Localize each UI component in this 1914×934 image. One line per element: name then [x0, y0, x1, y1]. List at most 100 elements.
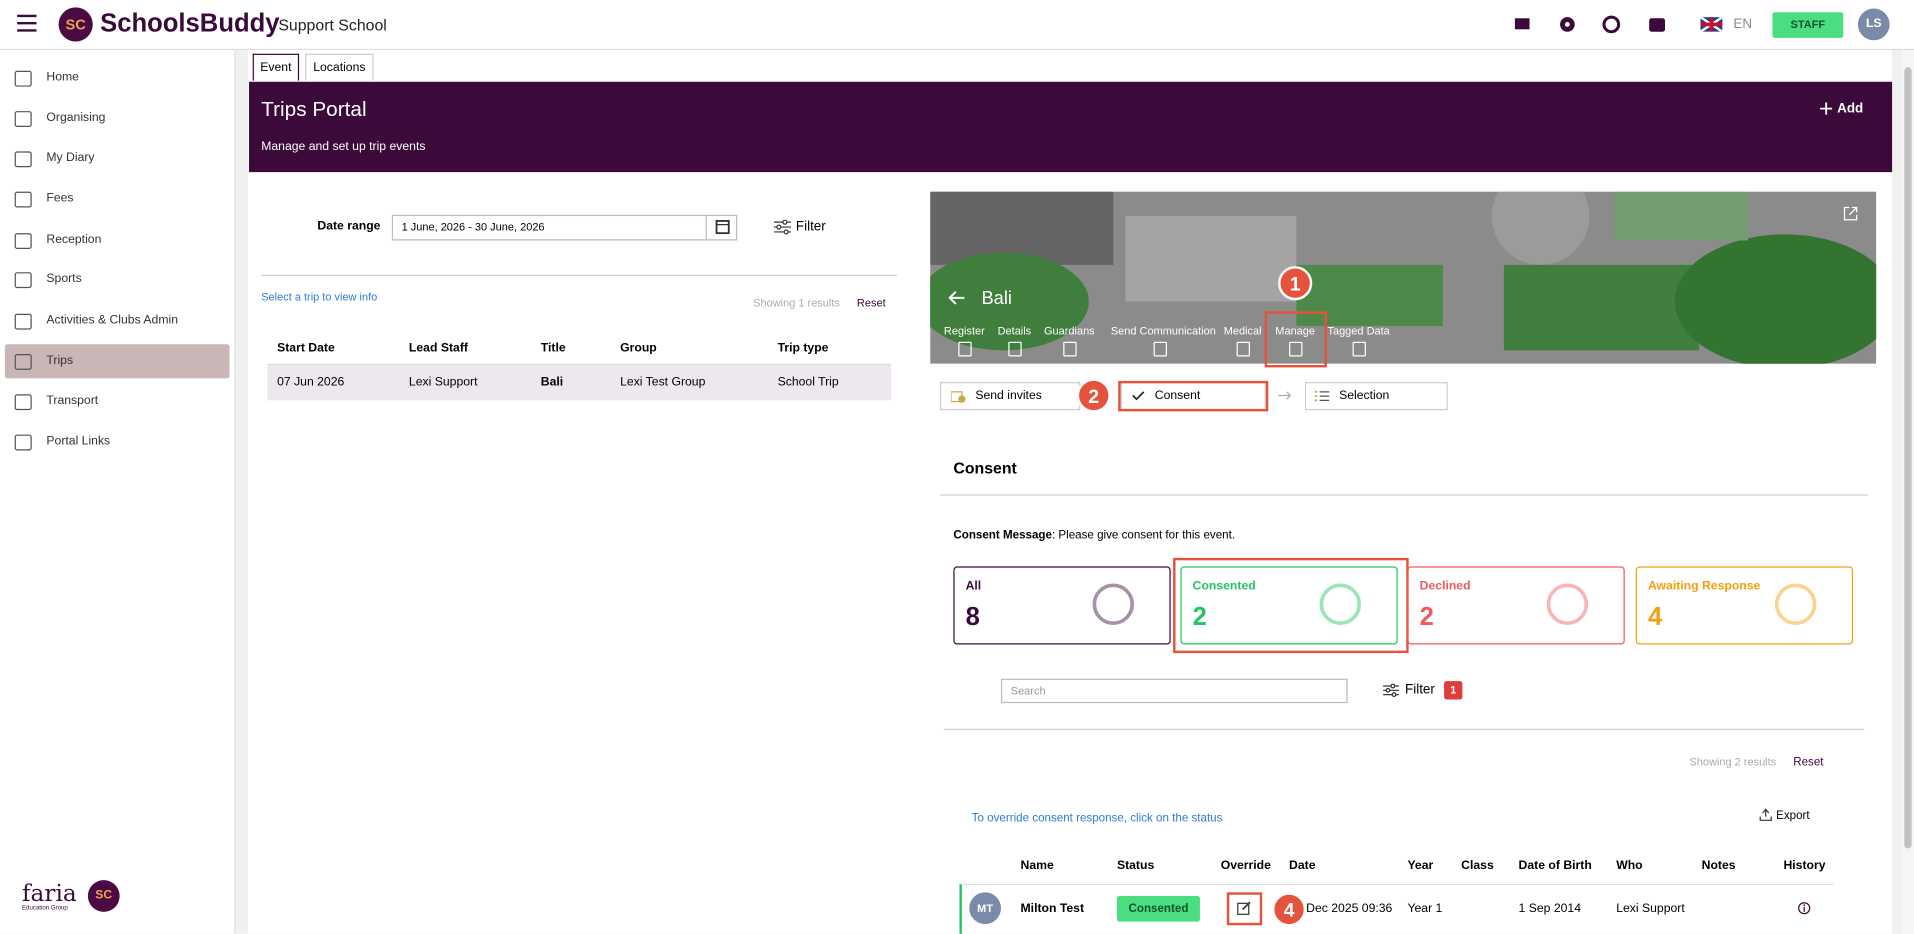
message: : Please give consent for this event.: [1051, 528, 1236, 542]
column-header[interactable]: Date of Birth: [1518, 859, 1592, 873]
column-header[interactable]: History: [1783, 859, 1826, 873]
card-count: 8: [965, 603, 980, 632]
filter-button[interactable]: Filter: [795, 219, 826, 235]
language[interactable]: EN: [1733, 17, 1753, 32]
nav-icon[interactable]: [14, 434, 32, 451]
history-icon[interactable]: [1797, 901, 1812, 916]
status-card[interactable]: [953, 566, 1171, 645]
menu-icon[interactable]: [17, 14, 37, 32]
open-icon[interactable]: [1842, 205, 1859, 222]
date-range-label: Date range: [317, 219, 381, 234]
step-label[interactable]: Selection: [1339, 389, 1390, 403]
tab-icon: [958, 341, 972, 357]
column-header[interactable]: Name: [1020, 859, 1054, 873]
nav-item[interactable]: Organising: [46, 111, 106, 125]
header-icons[interactable]: [1511, 15, 1670, 35]
divider: [939, 494, 1868, 496]
cell: Dec 2025 09:36: [1306, 902, 1393, 916]
column-header[interactable]: Class: [1461, 859, 1494, 873]
add-button[interactable]: Add: [1837, 101, 1864, 116]
edit-icon[interactable]: [1237, 901, 1252, 916]
card-label: Consented: [1192, 579, 1256, 594]
date-input[interactable]: 1 June, 2026 - 30 June, 2026: [391, 214, 738, 241]
trip-tab[interactable]: Tagged Data: [1327, 324, 1390, 337]
filter-icon[interactable]: [1383, 683, 1399, 698]
nav-icon[interactable]: [14, 233, 32, 250]
status-badge[interactable]: Consented: [1116, 895, 1200, 922]
nav-item[interactable]: Sports: [46, 272, 82, 286]
nav-icon[interactable]: [14, 111, 32, 127]
scrollbar: [1901, 50, 1914, 934]
trip-tab[interactable]: Medical: [1223, 324, 1262, 337]
nav-item[interactable]: Transport: [46, 394, 99, 408]
calendar-icon[interactable]: [705, 214, 739, 241]
column-header[interactable]: Status: [1116, 859, 1155, 873]
search-input[interactable]: Search: [1000, 678, 1348, 704]
callout: 2: [1076, 378, 1111, 413]
results-count: Showing 2 results: [1689, 755, 1777, 768]
column-header[interactable]: Who: [1616, 859, 1643, 873]
table-row[interactable]: [267, 364, 892, 401]
reset-button[interactable]: Reset: [856, 296, 886, 309]
cell: Bali: [540, 375, 564, 390]
trip-tab[interactable]: Guardians: [1043, 324, 1095, 337]
status-card[interactable]: [1407, 566, 1625, 645]
callout: 1: [1278, 266, 1313, 301]
nav-item[interactable]: My Diary: [46, 151, 95, 165]
nav-item[interactable]: Fees: [46, 191, 74, 206]
trip-tab[interactable]: Manage: [1275, 324, 1316, 337]
nav-icon[interactable]: [14, 151, 32, 168]
export-button[interactable]: Export: [1776, 809, 1810, 823]
step-label[interactable]: Send invites: [975, 389, 1042, 403]
plus-icon[interactable]: [1820, 102, 1833, 115]
nav-item[interactable]: Reception: [46, 233, 102, 247]
role-button[interactable]: STAFF: [1772, 12, 1844, 38]
nav-icon[interactable]: [14, 394, 32, 411]
status-card[interactable]: [1635, 566, 1854, 645]
trip-tab[interactable]: Send Communication: [1110, 324, 1216, 337]
filter-icon[interactable]: [773, 219, 792, 235]
column-header[interactable]: Notes: [1701, 859, 1736, 873]
trip-image: [930, 191, 1877, 364]
column-header[interactable]: Lead Staff: [408, 341, 468, 356]
cell: Year 1: [1407, 902, 1443, 916]
footer-brand: faria: [21, 880, 77, 907]
flag[interactable]: [1700, 17, 1723, 32]
column-header[interactable]: Title: [540, 341, 566, 356]
export-icon[interactable]: [1759, 808, 1772, 821]
column-header[interactable]: Year: [1407, 859, 1434, 873]
table-header: [267, 332, 892, 365]
nav-item[interactable]: Portal Links: [46, 434, 111, 448]
nav-item[interactable]: Activities & Clubs Admin: [46, 313, 179, 328]
nav-icon[interactable]: [14, 313, 32, 330]
nav-icon[interactable]: [14, 354, 32, 370]
nav-icon[interactable]: [14, 70, 32, 87]
back-icon[interactable]: [948, 291, 965, 306]
highlight-box: [1118, 380, 1269, 412]
nav-item[interactable]: Trips: [46, 354, 74, 368]
reset-button[interactable]: Reset: [1793, 755, 1824, 770]
tab[interactable]: Event: [252, 53, 300, 81]
nav-icon[interactable]: [14, 191, 32, 208]
step-label[interactable]: Consent: [1154, 389, 1201, 403]
nav-item[interactable]: Home: [46, 70, 79, 85]
card-icon: [1774, 583, 1817, 625]
column-header[interactable]: Override: [1220, 859, 1271, 873]
header: [0, 0, 1914, 51]
column-header[interactable]: Date: [1289, 859, 1316, 873]
tab[interactable]: Locations: [305, 53, 374, 81]
card-count: 2: [1419, 603, 1434, 632]
column-header[interactable]: Group: [620, 341, 657, 356]
trip-tab[interactable]: Details: [997, 324, 1032, 337]
filter-button[interactable]: Filter: [1405, 682, 1435, 698]
hint: To override consent response, click on t…: [971, 811, 1223, 826]
column-header[interactable]: Start Date: [277, 341, 335, 356]
cell: Lexi Test Group: [620, 375, 706, 390]
step[interactable]: [1304, 382, 1448, 411]
nav-icon[interactable]: [14, 272, 32, 289]
status-card[interactable]: [1180, 566, 1398, 645]
column-header[interactable]: Trip type: [777, 341, 829, 356]
trip-tab[interactable]: Register: [943, 324, 985, 337]
arrow: [1278, 391, 1292, 400]
user-avatar[interactable]: LS: [1857, 8, 1890, 41]
